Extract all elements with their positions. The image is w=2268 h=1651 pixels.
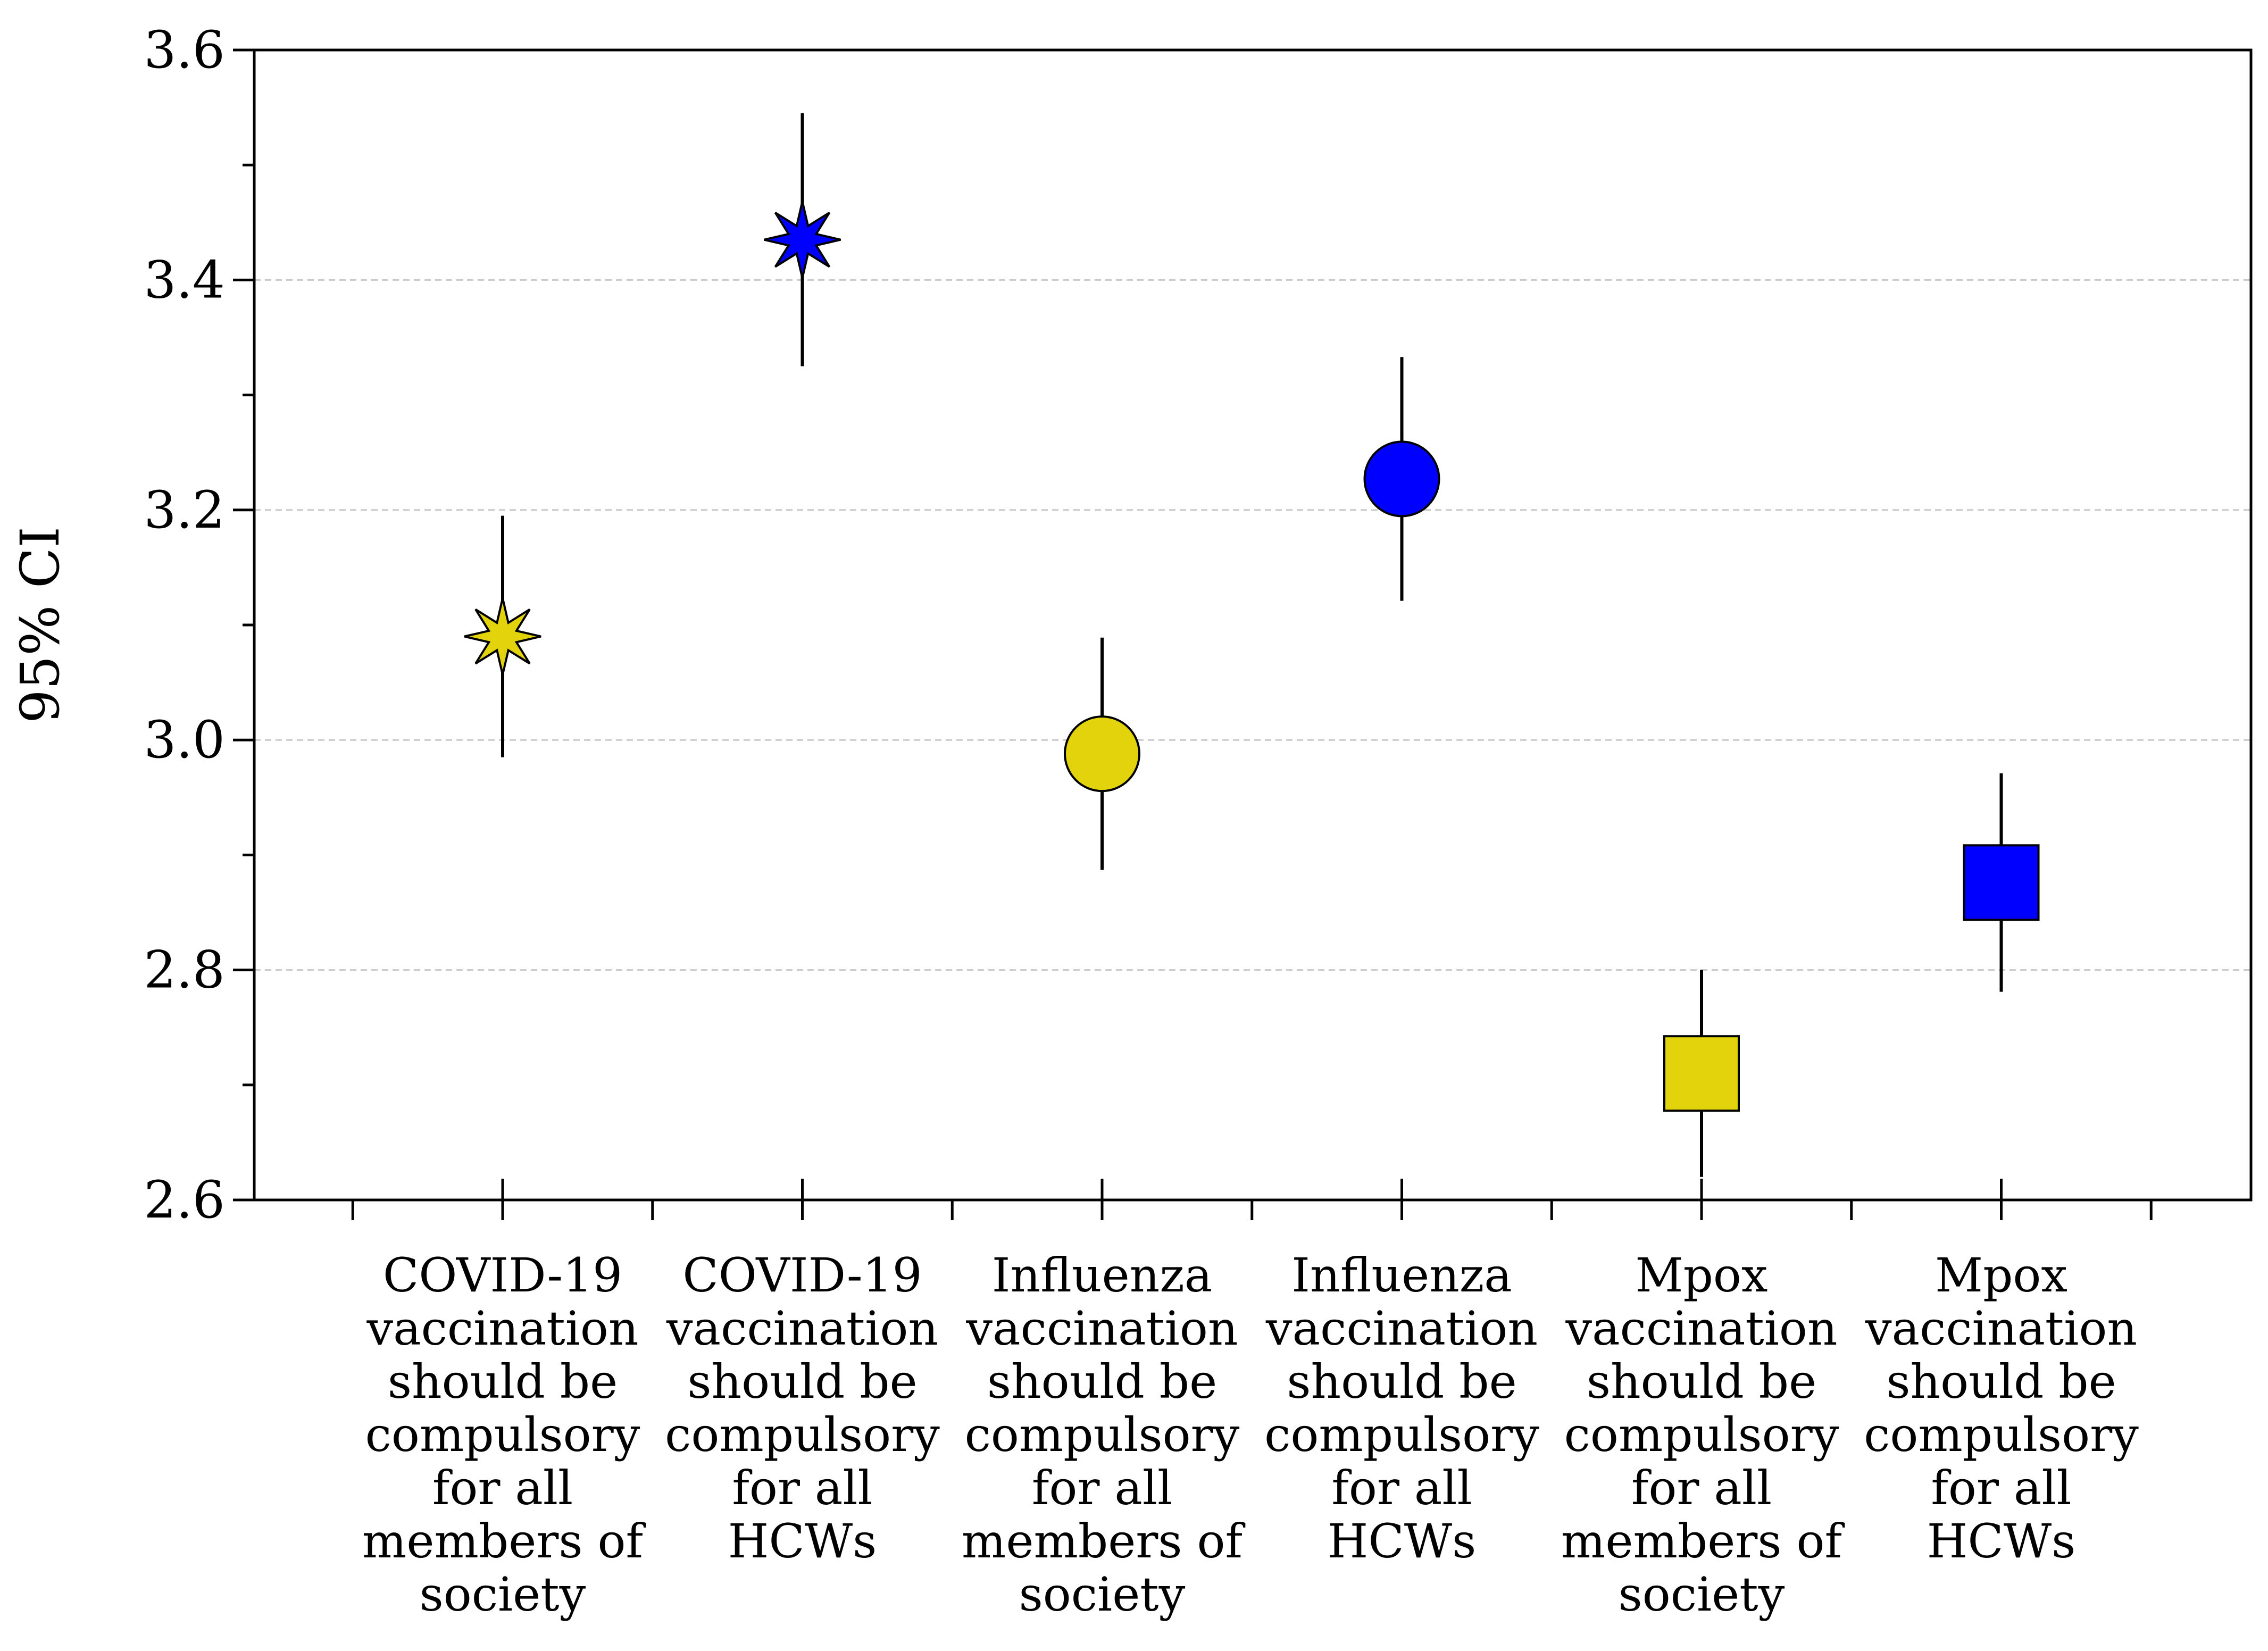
x-category-label-line: society [420, 1567, 586, 1622]
x-category-label-line: HCWs [728, 1514, 877, 1569]
x-category-label-line: society [1619, 1567, 1785, 1622]
x-category-label-line: COVID-19 [682, 1248, 922, 1303]
square-marker [1663, 1035, 1740, 1112]
star-marker [464, 598, 541, 676]
y-tick-label: 3.2 [144, 480, 225, 540]
x-category-label-line: Influenza [992, 1248, 1212, 1303]
x-category-label-line: Mpox [1635, 1248, 1767, 1303]
x-category-label: Influenza vaccination should be compulsory f… [962, 1248, 1246, 1622]
x-category-label-line: compulsory [665, 1407, 940, 1462]
x-category-label-line: vaccination [1265, 1301, 1538, 1356]
x-axis: COVID-19 vaccination should be compulsory fo… [351, 1179, 2153, 1622]
y-tick-label: 2.6 [144, 1170, 225, 1230]
x-category-label-line: members of [362, 1514, 646, 1569]
x-category-label: COVID-19 vaccination should be compulsory fo… [362, 1248, 646, 1622]
error-bars [501, 113, 2003, 1177]
x-category-label-line: for all [732, 1461, 872, 1515]
x-category-label-line: society [1019, 1567, 1186, 1622]
x-category-label-line: compulsory [965, 1407, 1240, 1462]
x-category-label: Influenza vaccination should be compulsory f… [1264, 1248, 1539, 1569]
x-category-label-line: compulsory [365, 1407, 640, 1462]
x-category-label-line: members of [962, 1514, 1246, 1569]
circle-marker [1363, 440, 1440, 518]
x-category-label-line: should be [1587, 1354, 1816, 1409]
x-category-label-line: should be [987, 1354, 1217, 1409]
y-axis-title: 95% CI [9, 527, 71, 723]
y-tick-label: 2.8 [144, 940, 225, 1000]
x-category-label-line: members of [1561, 1514, 1845, 1569]
circle-marker [1064, 715, 1140, 793]
x-category-label-line: Influenza [1291, 1248, 1512, 1303]
y-axis: 3.6 3.4 3.2 3.0 2.8 2.6 [144, 20, 254, 1230]
x-category-label-line: vaccination [1565, 1301, 1837, 1356]
x-category-label-line: for all [432, 1461, 573, 1515]
x-category-label-line: should be [1287, 1354, 1516, 1409]
star-marker [764, 201, 841, 279]
x-category-label-line: should be [1886, 1354, 2116, 1409]
x-category-label: COVID-19 vaccination should be compulsory fo… [665, 1248, 940, 1569]
x-category-label-line: for all [1631, 1461, 1772, 1515]
x-category-label-line: HCWs [1927, 1514, 2076, 1569]
markers [464, 201, 2040, 1112]
x-category-label-line: for all [1331, 1461, 1472, 1515]
x-category-label-line: Mpox [1935, 1248, 2067, 1303]
x-category-label-line: COVID-19 [383, 1248, 622, 1303]
x-category-label-line: vaccination [366, 1301, 638, 1356]
y-tick-label: 3.6 [144, 20, 225, 80]
x-category-label-line: compulsory [1864, 1407, 2139, 1462]
x-category-label-line: HCWs [1328, 1514, 1477, 1569]
x-category-label-line: vaccination [666, 1301, 938, 1356]
x-category-label-line: for all [1931, 1461, 2071, 1515]
x-category-label-line: should be [687, 1354, 917, 1409]
y-tick-label: 3.0 [144, 710, 225, 770]
grid-layer [254, 279, 2251, 971]
x-category-label-line: vaccination [965, 1301, 1238, 1356]
x-category-label: Mpox vaccination should be compulsory for al… [1864, 1248, 2139, 1569]
plot-frame [253, 48, 2253, 1202]
y-tick-label: 3.4 [144, 250, 225, 310]
x-category-label: Mpox vaccination should be compulsory for al… [1561, 1248, 1845, 1622]
x-category-label-line: compulsory [1264, 1407, 1539, 1462]
x-category-label-line: vaccination [1865, 1301, 2137, 1356]
x-category-label-line: should be [388, 1354, 618, 1409]
x-category-label-line: compulsory [1564, 1407, 1839, 1462]
x-category-label-line: for all [1032, 1461, 1172, 1515]
square-marker [1963, 844, 2040, 921]
